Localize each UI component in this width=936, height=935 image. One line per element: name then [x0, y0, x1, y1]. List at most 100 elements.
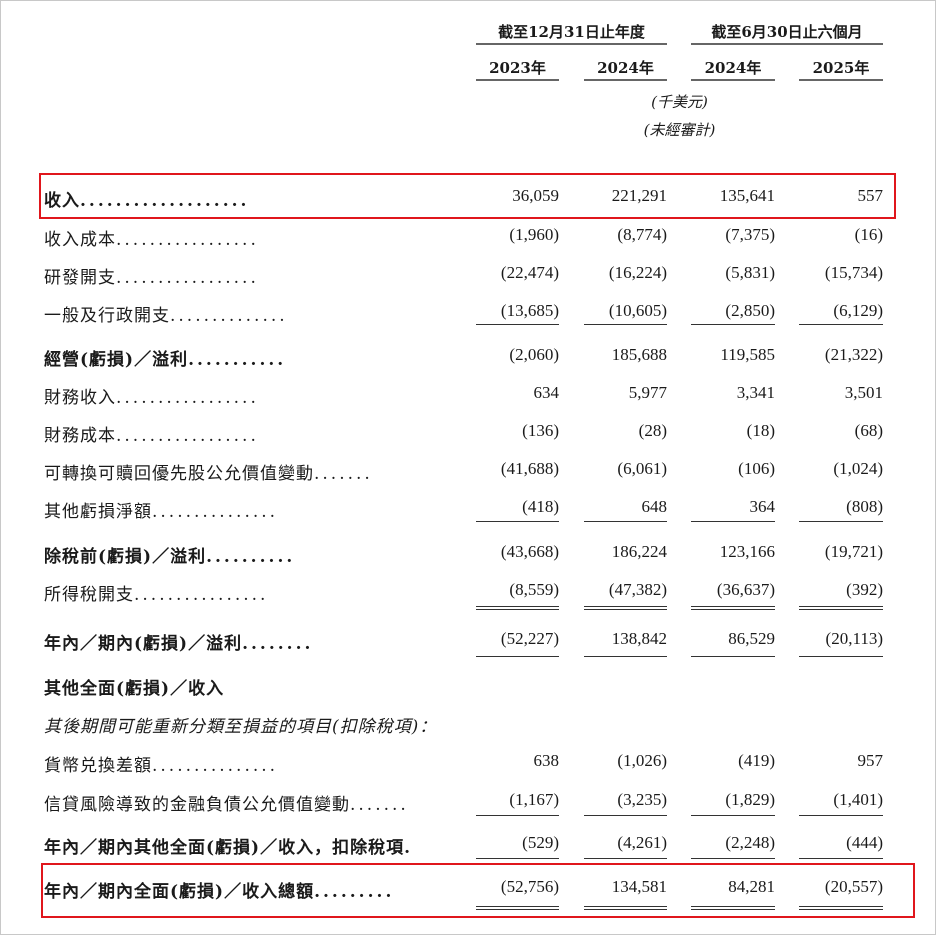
subtotal-rule	[799, 815, 883, 816]
double-underline	[476, 906, 559, 910]
cell-value: (3,235)	[617, 790, 667, 809]
cell-value: 135,641	[719, 186, 775, 205]
row-label-text: 其他全面(虧損)／收入	[44, 679, 225, 699]
row-label-text: 財務成本	[44, 426, 116, 446]
double-underline	[476, 606, 559, 610]
cell-value: (4,261)	[617, 833, 667, 852]
cell-value: 634	[533, 383, 560, 402]
cell-value: 119,585	[720, 345, 775, 364]
row-label-text: 收入成本	[44, 230, 116, 250]
row-label-text: 其他虧損淨額	[44, 502, 152, 522]
row-label: 其他虧損淨額...............	[44, 497, 278, 522]
subtotal-rule	[799, 656, 883, 657]
cell-value: (1,026)	[617, 751, 667, 770]
table-row: 經營(虧損)／溢利........... (2,060) 185,688 119,58…	[1, 337, 935, 373]
table-row: 其他全面(虧損)／收入	[1, 666, 935, 702]
cell-value: 138,842	[611, 629, 667, 648]
cell-value: (36,637)	[716, 580, 775, 599]
double-underline	[584, 906, 667, 910]
leader-dots: ........	[242, 634, 314, 654]
year-rule	[584, 79, 667, 81]
cell-value: (7,375)	[725, 225, 775, 244]
cell-value: (6,061)	[617, 459, 667, 478]
subtotal-rule	[476, 324, 559, 325]
cell-value: 3,341	[736, 383, 775, 402]
unaudited-label: (未經審計)	[643, 121, 716, 139]
leader-dots: ..............	[170, 306, 288, 326]
subtotal-rule	[584, 656, 667, 657]
row-label: 一般及行政開支..............	[44, 301, 288, 326]
year-rule	[799, 79, 883, 81]
row-label: 所得稅開支................	[44, 580, 268, 605]
subtotal-rule	[799, 521, 883, 522]
cell-value: (52,227)	[500, 629, 559, 648]
cell-value: (15,734)	[824, 263, 883, 282]
leader-dots: ...............	[152, 502, 279, 522]
row-label: 其他全面(虧損)／收入	[44, 674, 224, 699]
cell-value: (5,831)	[725, 263, 775, 282]
table-row: 年內／期內其他全面(虧損)／收入，扣除稅項. (529) (4,261) (2,248…	[1, 825, 935, 861]
year-2024-h1: 2024年	[704, 59, 762, 77]
subtotal-rule	[584, 815, 667, 816]
cell-value: (13,685)	[500, 301, 559, 320]
leader-dots: .................	[116, 426, 259, 446]
cell-value: (1,167)	[509, 790, 559, 809]
cell-value: (392)	[846, 580, 883, 599]
cell-value: (19,721)	[824, 542, 883, 561]
subtotal-rule	[476, 656, 559, 657]
table-row: 所得稅開支................ (8,559) (47,382) (36,…	[1, 572, 935, 608]
cell-value: (6,129)	[833, 301, 883, 320]
table-row: 其後期間可能重新分類至損益的項目(扣除稅項)：	[1, 704, 935, 740]
row-label-text: 財務收入	[44, 388, 116, 408]
row-label-text: 一般及行政開支	[44, 306, 170, 326]
cell-value: (418)	[522, 497, 559, 516]
leader-dots: .......	[350, 795, 409, 815]
leader-dots: ...............	[152, 756, 279, 776]
table-row: 貨幣兑換差額............... 638 (1,026) (419) 957	[1, 743, 935, 779]
table-row: 一般及行政開支.............. (13,685) (10,605) (2,…	[1, 293, 935, 329]
leader-dots: .	[404, 838, 414, 858]
subtotal-rule	[691, 656, 775, 657]
cell-value: (43,668)	[500, 542, 559, 561]
leader-dots: ...................	[80, 191, 250, 211]
table-row: 財務成本................. (136) (28) (18) (68)	[1, 413, 935, 449]
table-row: 財務收入................. 634 5,977 3,341 3,501	[1, 375, 935, 411]
row-label-text: 年內／期內(虧損)／溢利	[44, 634, 243, 654]
subtotal-rule	[691, 521, 775, 522]
cell-value: 134,581	[611, 877, 667, 896]
cell-value: (41,688)	[500, 459, 559, 478]
cell-value: (47,382)	[608, 580, 667, 599]
row-label: 收入成本.................	[44, 225, 259, 250]
row-label-text: 其後期間可能重新分類至損益的項目(扣除稅項)：	[44, 717, 438, 737]
double-underline	[691, 906, 775, 910]
table-row: 除稅前(虧損)／溢利.......... (43,668) 186,224 123,1…	[1, 534, 935, 570]
cell-value: 185,688	[611, 345, 667, 364]
leader-dots: .................	[116, 268, 259, 288]
cell-value: 123,166	[719, 542, 775, 561]
cell-value: (529)	[522, 833, 559, 852]
year-2024: 2024年	[597, 59, 654, 77]
highlight-revenue	[39, 173, 896, 219]
subtotal-rule	[584, 521, 667, 522]
cell-value: 638	[533, 751, 560, 770]
cell-value: (20,113)	[825, 629, 883, 648]
row-label: 財務成本.................	[44, 421, 259, 446]
row-label: 財務收入.................	[44, 383, 259, 408]
double-underline	[799, 906, 883, 910]
cell-value: 221,291	[611, 186, 667, 205]
cell-value: (8,774)	[617, 225, 667, 244]
cell-value: (16)	[854, 225, 883, 244]
table-row: 年內／期內(虧損)／溢利........ (52,227) 138,842 86,52…	[1, 621, 935, 657]
leader-dots: ...........	[188, 350, 287, 370]
year-2025-h1: 2025年	[812, 59, 870, 77]
cell-value: (22,474)	[500, 263, 559, 282]
table-row: 收入................... 36,059 221,291 135,64…	[1, 178, 935, 214]
cell-value: 957	[857, 751, 884, 770]
leader-dots: .................	[116, 388, 259, 408]
subtotal-rule	[584, 324, 667, 325]
cell-value: (16,224)	[608, 263, 667, 282]
row-label: 研發開支.................	[44, 263, 259, 288]
row-label-text: 年內／期內全面(虧損)／收入總額	[44, 882, 315, 902]
cell-value: (68)	[854, 421, 883, 440]
